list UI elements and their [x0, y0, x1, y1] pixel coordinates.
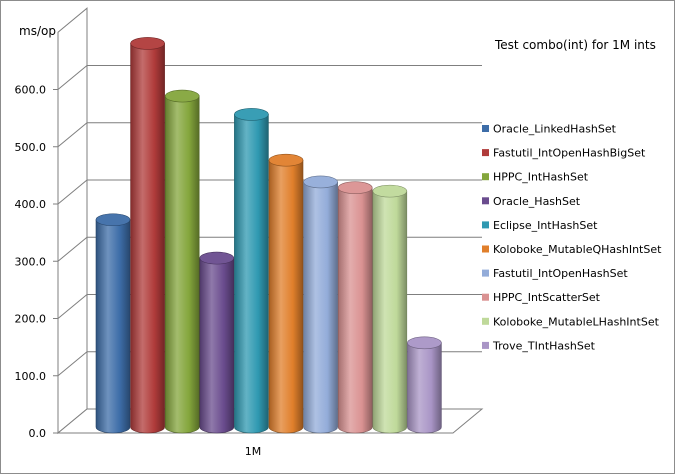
- y-tick-label: 300.0: [15, 255, 47, 268]
- legend-swatch: [482, 125, 489, 132]
- legend-swatch: [482, 149, 489, 157]
- legend-item: Trove_TIntHashSet: [482, 339, 596, 352]
- bar-HPPC_IntHashSet: [164, 89, 200, 434]
- legend-swatch: [482, 197, 489, 205]
- legend-item: Fastutil_IntOpenHashSet: [482, 267, 628, 280]
- legend-swatch: [482, 221, 489, 229]
- legend-label: Koloboke_MutableQHashIntSet: [493, 243, 662, 256]
- bar-Koloboke_MutableLHashIntSet: [372, 184, 408, 434]
- bar-Koloboke_MutableQHashIntSet: [268, 153, 304, 434]
- y-tick-label: 500.0: [15, 141, 47, 154]
- legend-item: HPPC_IntHashSet: [482, 171, 589, 184]
- legend-item: Oracle_HashSet: [482, 195, 581, 208]
- bar-Oracle_HashSet: [199, 251, 235, 434]
- y-tick-label: 0.0: [29, 427, 47, 440]
- bar-Fastutil_IntOpenHashSet: [303, 175, 338, 434]
- legend-label: Oracle_LinkedHashSet: [493, 123, 617, 136]
- legend-item: Oracle_LinkedHashSet: [482, 123, 617, 136]
- legend-label: Koloboke_MutableLHashIntSet: [493, 315, 660, 328]
- legend-swatch: [482, 293, 489, 301]
- y-tick-label: 600.0: [15, 84, 47, 97]
- gridline: [57, 179, 482, 205]
- gridline: [57, 65, 482, 90]
- legend-item: Fastutil_IntOpenHashBigSet: [482, 147, 646, 160]
- legend-swatch: [482, 173, 489, 181]
- bar-Eclipse_IntHashSet: [234, 108, 269, 434]
- bar-Oracle_LinkedHashSet: [95, 213, 131, 434]
- legend-swatch: [482, 341, 489, 349]
- x-axis-category-label: 1M: [245, 445, 262, 458]
- legend-label: Trove_TIntHashSet: [492, 339, 596, 352]
- y-tick-label: 200.0: [15, 313, 47, 326]
- legend-item: Koloboke_MutableQHashIntSet: [482, 243, 662, 256]
- bar-HPPC_IntScatterSet: [337, 181, 373, 434]
- gridline: [57, 122, 482, 148]
- legend-item: HPPC_IntScatterSet: [482, 291, 601, 304]
- legend-label: Fastutil_IntOpenHashBigSet: [493, 147, 646, 160]
- legend-item: Koloboke_MutableLHashIntSet: [482, 315, 660, 328]
- y-axis-ticks: 0.0 100.0 200.0 300.0 400.0 500.0 600.0: [15, 32, 59, 440]
- legend: Oracle_LinkedHashSet Fastutil_IntOpenHash…: [482, 123, 662, 352]
- legend-swatch: [482, 269, 489, 277]
- legend-item: Eclipse_IntHashSet: [482, 219, 598, 232]
- legend-swatch: [482, 317, 489, 325]
- legend-label: Oracle_HashSet: [493, 195, 581, 208]
- bar-Trove_TIntHashSet: [407, 336, 442, 434]
- bars: [95, 37, 442, 434]
- bar-Fastutil_IntOpenHashBigSet: [130, 37, 165, 434]
- y-axis-unit-label: ms/op: [19, 24, 56, 38]
- legend-label: Eclipse_IntHashSet: [493, 219, 598, 232]
- legend-label: HPPC_IntScatterSet: [493, 291, 601, 304]
- side-wall: [57, 7, 88, 435]
- y-tick-label: 100.0: [15, 370, 47, 383]
- legend-label: Fastutil_IntOpenHashSet: [493, 267, 628, 280]
- legend-label: HPPC_IntHashSet: [493, 171, 589, 184]
- chart-title: Test combo(int) for 1M ints: [494, 38, 656, 52]
- legend-swatch: [482, 245, 489, 253]
- y-tick-label: 400.0: [15, 198, 47, 211]
